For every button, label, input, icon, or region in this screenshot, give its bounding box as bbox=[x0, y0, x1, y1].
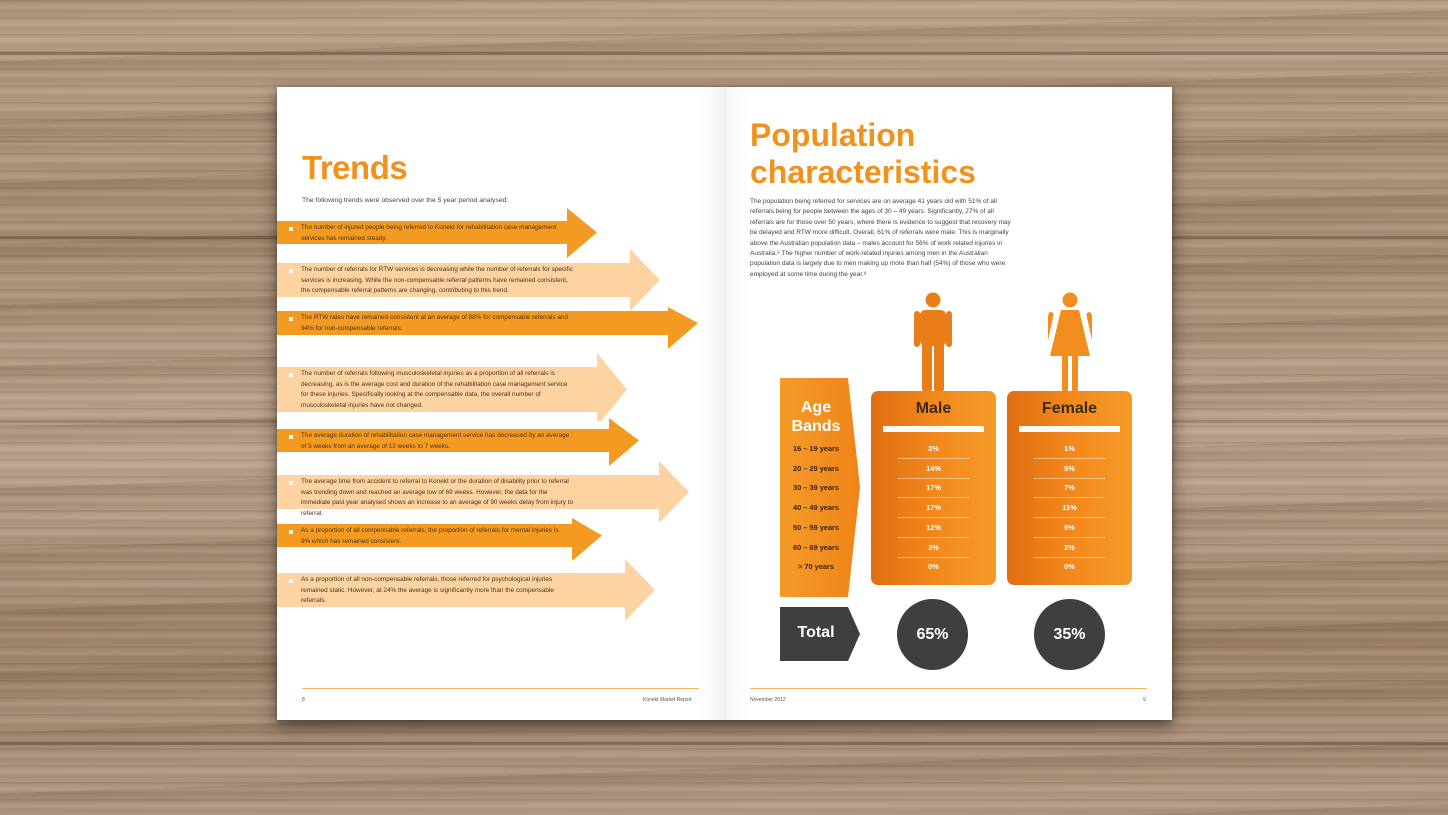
trends-title: Trends bbox=[302, 149, 408, 186]
trend-arrow-shape bbox=[277, 307, 698, 349]
male-value: 17% bbox=[926, 503, 941, 513]
footer-rule-left bbox=[302, 688, 699, 689]
footer-page-number-left: 8 bbox=[302, 697, 305, 703]
trend-text: The average duration of rehabilitation c… bbox=[301, 432, 570, 450]
age-band-label: > 70 years bbox=[798, 562, 834, 572]
female-total-circle: 35% bbox=[1034, 599, 1105, 670]
male-column-header: Male bbox=[915, 400, 952, 417]
row-divider bbox=[1034, 477, 1105, 479]
female-header-bar bbox=[1019, 426, 1120, 432]
male-value: 17% bbox=[926, 483, 941, 493]
bullet-icon bbox=[289, 435, 293, 439]
female-value: 9% bbox=[1064, 522, 1075, 532]
bullet-icon bbox=[289, 373, 293, 377]
bullet-icon bbox=[289, 227, 293, 231]
trend-text: As a proportion of all non-compensable r… bbox=[301, 576, 554, 604]
trend-arrow-shape bbox=[277, 518, 602, 561]
age-band-label: 16 – 19 years bbox=[792, 444, 840, 453]
male-value: 3% bbox=[928, 542, 939, 552]
male-total-circle: 65% bbox=[897, 599, 968, 670]
trend-item: The number of injured people being refer… bbox=[277, 208, 597, 264]
male-value: 0% bbox=[928, 562, 939, 572]
bullet-icon bbox=[289, 481, 293, 485]
population-body: The population being referred for servic… bbox=[750, 198, 1011, 278]
trend-text: The number of injured people being refer… bbox=[301, 224, 557, 242]
female-figure-icon bbox=[1048, 292, 1092, 392]
male-value: 2% bbox=[928, 444, 939, 453]
age-band-label: 20 – 29 years bbox=[792, 463, 840, 473]
bullet-icon bbox=[289, 317, 293, 321]
report-spread: Trends The following trends were observe… bbox=[277, 87, 1172, 720]
wood-grain-line bbox=[0, 52, 1448, 55]
trend-arrow-shape bbox=[277, 559, 655, 621]
footer-report-title: Konekt Market Report bbox=[643, 697, 692, 703]
total-arrow-shape bbox=[780, 607, 860, 661]
female-column-header: Female bbox=[1041, 400, 1098, 417]
male-figure-icon bbox=[914, 292, 952, 392]
age-band-label: 30 – 39 years bbox=[792, 483, 840, 493]
female-value: 7% bbox=[1064, 483, 1075, 493]
age-band-label: 40 – 49 years bbox=[792, 503, 840, 513]
population-title: Population characteristics bbox=[750, 117, 976, 191]
female-value: 2% bbox=[1064, 542, 1075, 552]
trend-item: The number of referrals following muscul… bbox=[277, 349, 627, 421]
population-title-line2: characteristics bbox=[750, 154, 976, 190]
row-divider bbox=[898, 458, 969, 459]
trend-text: The RTW rates have remained consistent a… bbox=[301, 314, 569, 332]
row-divider bbox=[1034, 536, 1105, 538]
trend-item: The RTW rates have remained consistent a… bbox=[277, 307, 698, 363]
population-title-line1: Population bbox=[750, 117, 916, 153]
row-divider bbox=[898, 477, 969, 479]
trend-item: As a proportion of all compensable refer… bbox=[277, 518, 602, 574]
age-band-label: 50 – 59 years bbox=[792, 522, 840, 532]
row-divider bbox=[1034, 556, 1105, 558]
footer-rule-right bbox=[750, 688, 1147, 689]
female-value: 1% bbox=[1064, 444, 1075, 453]
wood-grain-line bbox=[0, 742, 1448, 745]
footer-date: November 2012 bbox=[750, 697, 786, 703]
trend-item: The average time from accident to referr… bbox=[277, 460, 689, 523]
trend-arrow-shape bbox=[277, 461, 689, 523]
trend-text: The average time from accident to referr… bbox=[301, 478, 574, 517]
age-bands-title: Age Bands bbox=[780, 398, 852, 436]
bullet-icon bbox=[289, 269, 293, 273]
age-bands-panel: Age Bands 16 – 19 years 20 – 29 years 30 –… bbox=[780, 378, 860, 597]
trend-item: The average duration of rehabilitation c… bbox=[277, 418, 639, 474]
trend-text: The number of referrals following muscul… bbox=[301, 370, 568, 409]
row-divider bbox=[898, 556, 969, 558]
male-value: 12% bbox=[926, 522, 941, 532]
female-value: 5% bbox=[1064, 463, 1075, 473]
trend-arrow-shape bbox=[277, 418, 639, 466]
row-divider bbox=[898, 517, 969, 519]
page-gutter bbox=[699, 87, 751, 720]
bullet-icon bbox=[289, 530, 293, 534]
age-bands-title-line1: Age bbox=[800, 399, 832, 416]
total-tag: Total bbox=[780, 607, 860, 661]
trends-intro: The following trends were observed over … bbox=[302, 197, 509, 204]
trend-text: The number of referrals for RTW services… bbox=[301, 266, 573, 294]
footer-page-number-right: 9 bbox=[1143, 697, 1146, 703]
trend-arrow-shape bbox=[277, 249, 660, 311]
row-divider bbox=[898, 497, 969, 499]
bullet-icon bbox=[289, 579, 293, 583]
trend-arrow-shape bbox=[277, 208, 597, 258]
female-value: 11% bbox=[1062, 503, 1077, 513]
trend-arrow-shape bbox=[277, 353, 627, 421]
trend-item: As a proportion of all non-compensable r… bbox=[277, 559, 655, 621]
total-label: Total bbox=[797, 624, 835, 641]
trend-text: As a proportion of all compensable refer… bbox=[301, 527, 559, 545]
row-divider bbox=[1034, 497, 1105, 499]
male-column: Male 2% 14% 17% 17% 12% 3% 0% bbox=[871, 391, 996, 585]
female-value: 0% bbox=[1064, 562, 1075, 572]
male-value: 14% bbox=[926, 463, 941, 473]
row-divider bbox=[898, 536, 969, 538]
row-divider bbox=[1034, 458, 1105, 459]
age-bands-title-line2: Bands bbox=[791, 418, 841, 435]
male-header-bar bbox=[883, 426, 984, 432]
age-band-label: 60 – 69 years bbox=[792, 542, 840, 552]
row-divider bbox=[1034, 517, 1105, 519]
age-bands-arrow-shape bbox=[780, 378, 860, 597]
trend-item: The number of referrals for RTW services… bbox=[277, 249, 660, 311]
female-column: Female 1% 5% 7% 11% 9% 2% 0% bbox=[1007, 391, 1132, 585]
